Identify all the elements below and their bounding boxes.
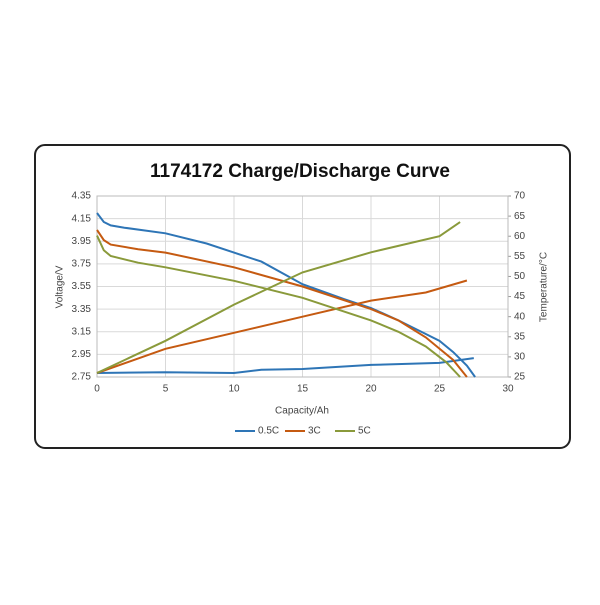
x-axis-label: Capacity/Ah (275, 406, 329, 417)
temperature-line (96, 221, 461, 374)
y-tick-label: 3.15 (72, 326, 92, 337)
x-tick-label: 5 (163, 384, 169, 395)
plot-border (96, 195, 509, 378)
y2-tick-label: 55 (514, 251, 526, 262)
x-tick-label: 30 (502, 384, 514, 395)
y2-tick-label: 50 (514, 271, 526, 282)
x-tick-label: 20 (365, 384, 377, 395)
voltage-line (96, 212, 476, 378)
y2-tick-label: 40 (514, 311, 526, 322)
legend-label: 3C (308, 426, 321, 437)
y2-axis-label: Temperature/°C (539, 252, 550, 322)
x-tick-label: 10 (228, 384, 240, 395)
y2-tick-label: 60 (514, 231, 526, 242)
y-tick-label: 4.35 (72, 191, 92, 202)
y-tick-label: 3.35 (72, 304, 92, 315)
x-tick-label: 0 (94, 384, 100, 395)
y-tick-label: 3.75 (72, 259, 92, 270)
chart-title: 1174172 Charge/Discharge Curve (150, 161, 450, 182)
y-axis-label: Voltage/V (55, 265, 66, 308)
x-tick-label: 25 (434, 384, 446, 395)
y2-tick-label: 35 (514, 331, 526, 342)
y-tick-label: 2.75 (72, 372, 92, 383)
temperature-line (96, 279, 468, 374)
y2-tick-label: 30 (514, 352, 526, 363)
y-tick-label: 4.15 (72, 213, 92, 224)
y2-tick-label: 45 (514, 291, 526, 302)
voltage-line (96, 229, 468, 378)
y-tick-label: 3.95 (72, 236, 92, 247)
legend-label: 5C (358, 426, 371, 437)
temperature-line (96, 357, 474, 375)
x-tick-label: 15 (297, 384, 309, 395)
y-tick-label: 2.95 (72, 349, 92, 360)
y-tick-label: 3.55 (72, 281, 92, 292)
y2-tick-label: 70 (514, 191, 526, 202)
y2-tick-label: 25 (514, 372, 526, 383)
y2-tick-label: 65 (514, 211, 526, 222)
legend-label: 0.5C (258, 426, 279, 437)
